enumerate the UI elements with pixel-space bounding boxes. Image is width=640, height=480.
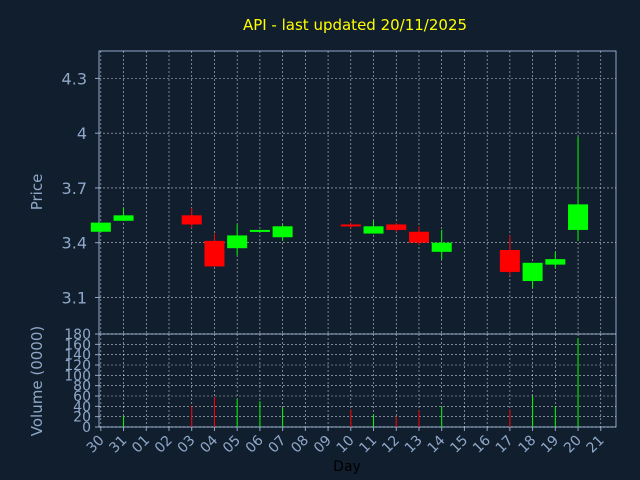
price-panel: 3.1 3.4 3.7 4 4.3 (62, 50, 617, 335)
candle-body-19 (545, 259, 566, 265)
candle-body-04 (204, 240, 225, 267)
candle-body-03 (181, 215, 202, 225)
volume-tick-label: 40 (73, 399, 91, 415)
candle-body-31 (113, 215, 134, 221)
volume-tick-label: 160 (64, 337, 91, 353)
candle-body-10 (340, 224, 361, 227)
candle-body-14 (431, 242, 452, 252)
candle-body-06 (249, 229, 270, 232)
candle-body-12 (386, 224, 407, 230)
volume-tick-label: 60 (73, 389, 91, 405)
candle-body-05 (227, 235, 248, 249)
price-tick-label: 3.4 (62, 234, 87, 253)
price-tick-label: 3.1 (62, 288, 87, 307)
candle-body-30 (90, 222, 111, 232)
price-tick-label: 3.7 (62, 179, 87, 198)
candle-body-18 (522, 262, 543, 282)
candle-body-07 (272, 226, 293, 238)
price-tick-label: 4.3 (62, 69, 87, 88)
candle-body-11 (363, 226, 384, 234)
volume-tick-label: 100 (64, 368, 91, 384)
price-axis-label: Price (28, 174, 46, 211)
chart-title: API - last updated 20/11/2025 (243, 16, 467, 34)
volume-axis-label: Volume (0000) (28, 326, 46, 436)
volume-tick-label: 180 (64, 327, 91, 343)
volume-plot-frame (98, 333, 617, 428)
volume-tick-label: 140 (64, 348, 91, 364)
volume-tick-label: 20 (73, 410, 91, 426)
candle-body-20 (568, 204, 589, 230)
volume-tick-label: 120 (64, 358, 91, 374)
volume-tick-label: 0 (82, 420, 91, 436)
price-tick-label: 4 (77, 124, 87, 143)
candle-body-17 (499, 250, 520, 272)
candle-body-13 (408, 231, 429, 243)
x-axis-label: Day (333, 459, 361, 475)
volume-tick-label: 80 (73, 379, 91, 395)
